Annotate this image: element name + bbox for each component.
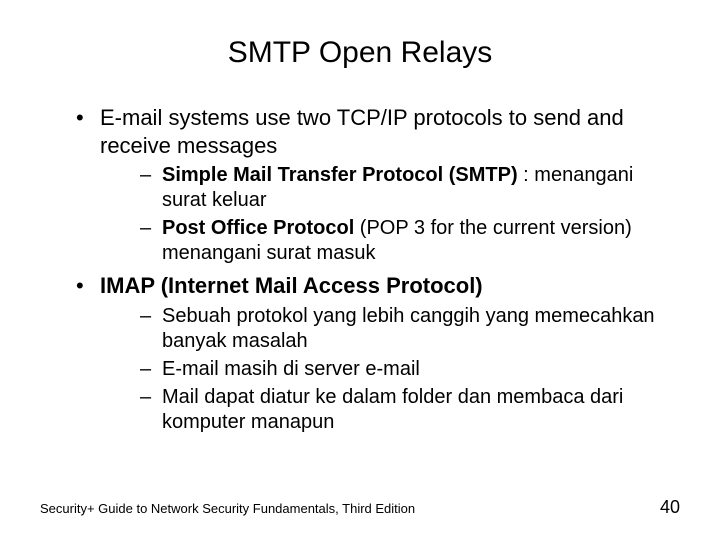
- footer-source: Security+ Guide to Network Security Fund…: [40, 501, 415, 516]
- page-number: 40: [660, 497, 680, 518]
- list-item: IMAP (Internet Mail Access Protocol) Seb…: [76, 272, 680, 435]
- bullet-list: E-mail systems use two TCP/IP protocols …: [40, 104, 680, 435]
- list-item: E-mail masih di server e-mail: [140, 357, 680, 382]
- bullet-text: E-mail masih di server e-mail: [162, 358, 420, 380]
- slide-title: SMTP Open Relays: [40, 36, 680, 70]
- sub-list: Sebuah protokol yang lebih canggih yang …: [100, 304, 680, 435]
- sub-list: Simple Mail Transfer Protocol (SMTP) : m…: [100, 163, 680, 266]
- list-item: Sebuah protokol yang lebih canggih yang …: [140, 304, 680, 354]
- footer: Security+ Guide to Network Security Fund…: [40, 497, 680, 518]
- bullet-text: Sebuah protokol yang lebih canggih yang …: [162, 305, 655, 352]
- bullet-bold-text: IMAP (Internet Mail Access Protocol): [100, 273, 483, 298]
- bullet-bold-text: Simple Mail Transfer Protocol (SMTP): [162, 164, 518, 186]
- bullet-bold-text: Post Office Protocol: [162, 217, 354, 239]
- list-item: Simple Mail Transfer Protocol (SMTP) : m…: [140, 163, 680, 213]
- list-item: E-mail systems use two TCP/IP protocols …: [76, 104, 680, 266]
- list-item: Mail dapat diatur ke dalam folder dan me…: [140, 385, 680, 435]
- list-item: Post Office Protocol (POP 3 for the curr…: [140, 216, 680, 266]
- bullet-text: Mail dapat diatur ke dalam folder dan me…: [162, 386, 623, 433]
- bullet-text: E-mail systems use two TCP/IP protocols …: [100, 105, 624, 158]
- slide: SMTP Open Relays E-mail systems use two …: [0, 0, 720, 540]
